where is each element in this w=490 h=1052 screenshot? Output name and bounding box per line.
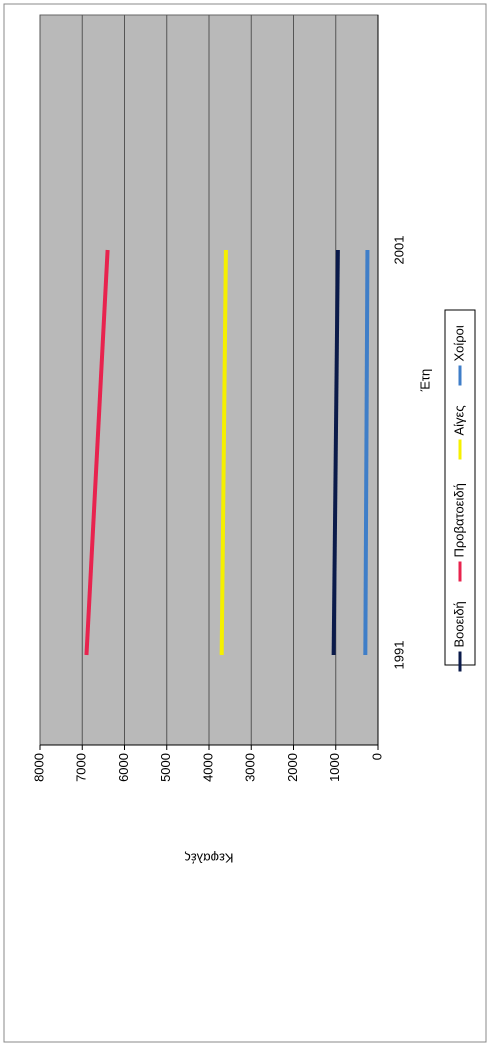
series-line xyxy=(219,249,228,656)
y-tick-label: 0 xyxy=(369,753,384,760)
x-tick-label: 2001 xyxy=(391,236,406,265)
frame xyxy=(3,3,487,1043)
series-line xyxy=(331,249,340,656)
y-tick-label: 7000 xyxy=(74,753,89,782)
series-line xyxy=(363,249,370,656)
series-line xyxy=(84,249,110,656)
y-tick-label: 2000 xyxy=(285,753,300,782)
legend-label: Βοοειδή xyxy=(451,601,466,647)
legend-label: Αίγες xyxy=(451,405,466,435)
y-axis-title: Κεφαλές xyxy=(185,851,234,866)
x-tick-label: 1991 xyxy=(391,641,406,670)
y-tick-label: 3000 xyxy=(243,753,258,782)
legend-label: Προβατοειδή xyxy=(451,483,466,557)
x-axis-title: Έτη xyxy=(417,369,432,393)
y-tick-label: 1000 xyxy=(327,753,342,782)
y-tick-label: 5000 xyxy=(158,753,173,782)
rotated-chart: 0 1000 2000 3000 4000 5000 6000 7000 8000 Κεφαλές… xyxy=(31,14,476,866)
y-tick-label: 6000 xyxy=(116,753,131,782)
legend-label: Χοίροι xyxy=(451,325,466,361)
y-tick-label: 4000 xyxy=(200,753,215,782)
y-tick-label: 8000 xyxy=(31,753,46,782)
